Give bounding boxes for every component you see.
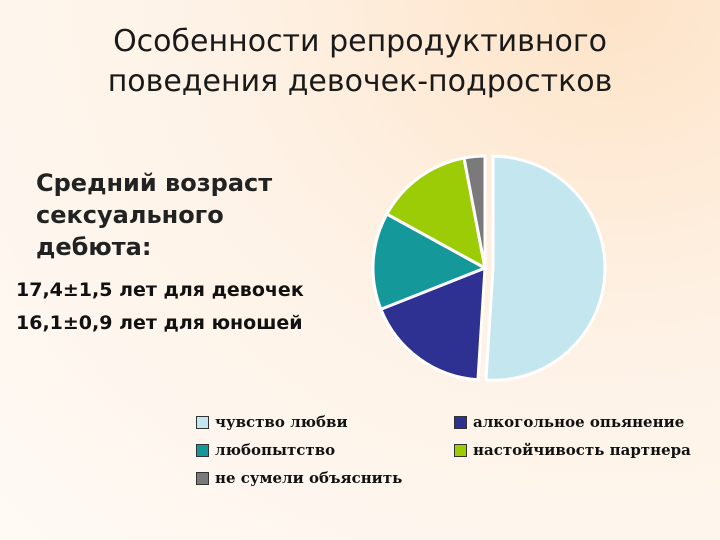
chart-legend: чувство любви алкогольное опьянение любо… — [196, 407, 716, 497]
legend-label-unexplained: не сумели объяснить — [215, 469, 403, 487]
legend-item-love: чувство любви — [196, 413, 348, 431]
subheading-line-2: сексуального — [36, 201, 224, 229]
pie-slice-love — [484, 154, 607, 382]
pie-slice-unexplained — [462, 154, 487, 269]
subheading-line-3: дебюта: — [36, 233, 152, 261]
subheading-line-1: Средний возраст — [36, 169, 273, 197]
age-boys: 16,1±0,9 лет для юношей — [16, 312, 303, 334]
legend-swatch-alcohol — [454, 415, 467, 429]
legend-item-partner: настойчивость партнера — [454, 441, 691, 459]
page-title: Особенности репродуктивного поведения де… — [40, 22, 680, 102]
legend-swatch-unexplained — [196, 471, 209, 485]
legend-item-alcohol: алкогольное опьянение — [454, 413, 684, 431]
legend-label-love: чувство любви — [215, 413, 348, 431]
legend-item-unexplained: не сумели объяснить — [196, 469, 402, 487]
legend-label-alcohol: алкогольное опьянение — [473, 413, 685, 431]
legend-swatch-partner — [454, 443, 467, 457]
pie-slice-curiosity — [371, 212, 489, 312]
title-line-2: поведения девочек-подростков — [107, 64, 613, 99]
legend-swatch-love — [196, 415, 209, 429]
age-girls: 17,4±1,5 лет для девочек — [16, 279, 304, 301]
pie-chart — [371, 154, 607, 382]
legend-label-curiosity: любопытство — [215, 441, 336, 459]
title-line-1: Особенности репродуктивного — [113, 24, 607, 59]
pie-slice-partner — [384, 156, 488, 271]
legend-item-curiosity: любопытство — [196, 441, 335, 459]
legend-label-partner: настойчивость партнера — [473, 441, 691, 459]
pie-slice-alcohol — [378, 265, 487, 382]
legend-swatch-curiosity — [196, 443, 209, 457]
age-stats: 17,4±1,5 лет для девочек 16,1±0,9 лет дл… — [16, 274, 376, 340]
subheading: Средний возраст сексуального дебюта: — [36, 167, 366, 263]
